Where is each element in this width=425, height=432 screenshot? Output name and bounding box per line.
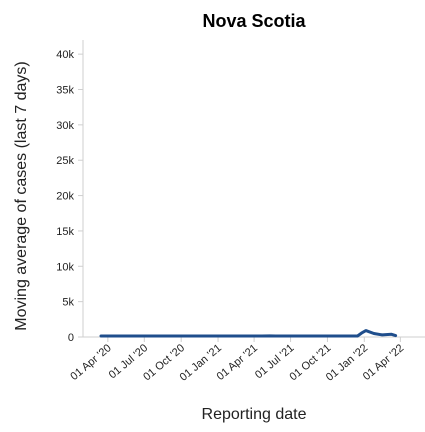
x-tick-label: 01 Apr '22	[361, 342, 406, 383]
y-tick-label: 10k	[56, 261, 74, 273]
y-axis-ticks: 0 5k 10k 15k 20k 25k 30k 35k 40k	[56, 49, 83, 344]
y-tick-label: 0	[68, 332, 74, 344]
y-tick-label: 40k	[56, 49, 74, 61]
y-tick-label: 15k	[56, 226, 74, 238]
x-tick-label: 01 Apr '20	[68, 342, 113, 383]
series-layer	[99, 329, 398, 338]
chart-title: Nova Scotia	[202, 11, 306, 31]
y-tick-label: 25k	[56, 155, 74, 167]
series-line	[99, 329, 398, 338]
y-tick-label: 30k	[56, 120, 74, 132]
y-tick-label: 5k	[62, 297, 74, 309]
x-axis-title: Reporting date	[202, 406, 307, 423]
y-axis-title: Moving average of cases (last 7 days)	[13, 61, 30, 330]
y-tick-label: 35k	[56, 85, 74, 97]
y-tick-label: 20k	[56, 191, 74, 203]
x-tick-label: 01 Apr '21	[215, 342, 260, 383]
